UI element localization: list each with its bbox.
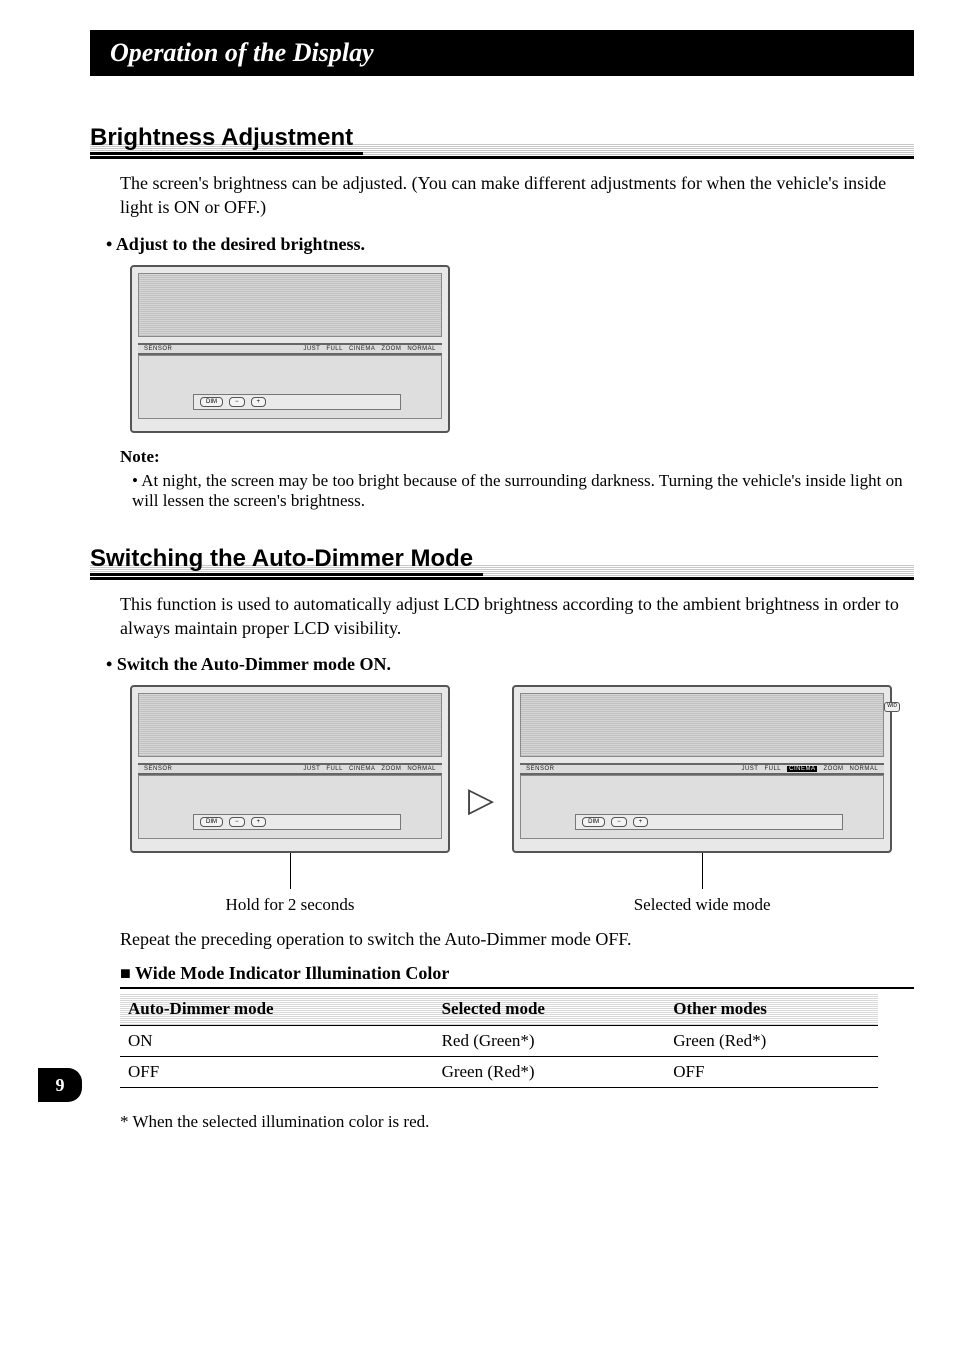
device-lower: DIM − +: [138, 355, 442, 419]
minus-button[interactable]: −: [229, 817, 245, 827]
pointer-line: [702, 853, 703, 889]
footnote: * When the selected illumination color i…: [120, 1112, 914, 1132]
fig1-caption: Hold for 2 seconds: [226, 895, 355, 915]
device-screen: [138, 273, 442, 337]
section-autodimmer-heading-wrap: Switching the Auto-Dimmer Mode: [90, 525, 914, 580]
device-panel-fig-c: SENSOR JUST FULL CINEMA ZOOM NORMAL WID …: [512, 685, 892, 853]
mode-full: FULL: [764, 766, 781, 772]
mode-cinema: CINEMA: [349, 346, 375, 352]
section1-intro: The screen's brightness can be adjusted.…: [120, 171, 914, 220]
sensor-label: SENSOR: [144, 346, 172, 352]
device-screen: [520, 693, 884, 757]
mode-normal: NORMAL: [849, 766, 878, 772]
minus-button[interactable]: −: [229, 397, 245, 407]
sensor-label: SENSOR: [526, 766, 554, 772]
mode-labels: JUST FULL CINEMA ZOOM NORMAL: [303, 346, 436, 352]
cell: ON: [120, 1026, 434, 1057]
control-strip: DIM − +: [193, 814, 401, 830]
section1-bullet: Adjust to the desired brightness.: [106, 234, 914, 255]
fig2-caption: Selected wide mode: [634, 895, 771, 915]
mode-cinema-selected: CINEMA: [787, 766, 817, 772]
table-row: OFF Green (Red*) OFF: [120, 1057, 878, 1088]
col-other: Other modes: [665, 993, 878, 1026]
mode-normal: NORMAL: [407, 346, 436, 352]
minus-button[interactable]: −: [611, 817, 627, 827]
dim-button[interactable]: DIM: [200, 817, 223, 827]
cell: Green (Red*): [665, 1026, 878, 1057]
cell: OFF: [665, 1057, 878, 1088]
device-panel-fig-b: SENSOR JUST FULL CINEMA ZOOM NORMAL DIM …: [130, 685, 450, 853]
device-lower: DIM − +: [138, 775, 442, 839]
section-brightness-heading: Brightness Adjustment: [90, 124, 363, 155]
device-mid-strip: SENSOR JUST FULL CINEMA ZOOM NORMAL: [520, 763, 884, 775]
cell: Red (Green*): [434, 1026, 666, 1057]
section-autodimmer-heading: Switching the Auto-Dimmer Mode: [90, 545, 483, 576]
mode-full: FULL: [326, 346, 343, 352]
figure-autodimmer-right: SENSOR JUST FULL CINEMA ZOOM NORMAL WID …: [512, 685, 892, 915]
cell: OFF: [120, 1057, 434, 1088]
plus-button[interactable]: +: [633, 817, 649, 827]
device-lower: DIM − +: [520, 775, 884, 839]
mode-labels: JUST FULL CINEMA ZOOM NORMAL: [741, 766, 878, 772]
page-title: Operation of the Display: [90, 30, 914, 76]
mode-cinema: CINEMA: [349, 766, 375, 772]
device-panel-fig-a: SENSOR JUST FULL CINEMA ZOOM NORMAL DIM …: [130, 265, 450, 433]
mode-zoom: ZOOM: [381, 766, 401, 772]
sensor-label: SENSOR: [144, 766, 172, 772]
repeat-text: Repeat the preceding operation to switch…: [120, 927, 914, 951]
dim-button[interactable]: DIM: [200, 397, 223, 407]
device-screen: [138, 693, 442, 757]
control-strip: DIM − +: [193, 394, 401, 410]
note-block: Note: At night, the screen may be too br…: [120, 447, 914, 511]
device-mid-strip: SENSOR JUST FULL CINEMA ZOOM NORMAL: [138, 343, 442, 355]
mode-just: JUST: [303, 766, 320, 772]
control-strip: DIM − +: [575, 814, 843, 830]
table-header-row: Auto-Dimmer mode Selected mode Other mod…: [120, 993, 878, 1026]
pointer-line: [290, 853, 291, 889]
cell: Green (Red*): [434, 1057, 666, 1088]
dim-button[interactable]: DIM: [582, 817, 605, 827]
section2-bullet: Switch the Auto-Dimmer mode ON.: [106, 654, 914, 675]
arrow-icon: ▷: [468, 780, 494, 820]
section-brightness-heading-wrap: Brightness Adjustment: [90, 104, 914, 159]
wide-mode-table: Auto-Dimmer mode Selected mode Other mod…: [120, 993, 878, 1088]
col-selected: Selected mode: [434, 993, 666, 1026]
mode-normal: NORMAL: [407, 766, 436, 772]
device-mid-strip: SENSOR JUST FULL CINEMA ZOOM NORMAL: [138, 763, 442, 775]
table-row: ON Red (Green*) Green (Red*): [120, 1026, 878, 1057]
section2-intro: This function is used to automatically a…: [120, 592, 914, 641]
figure-autodimmer-left: SENSOR JUST FULL CINEMA ZOOM NORMAL DIM …: [130, 685, 450, 915]
figure-brightness: SENSOR JUST FULL CINEMA ZOOM NORMAL DIM …: [130, 265, 914, 433]
figure-autodimmer-row: SENSOR JUST FULL CINEMA ZOOM NORMAL DIM …: [130, 685, 914, 915]
mode-zoom: ZOOM: [381, 346, 401, 352]
plus-button[interactable]: +: [251, 817, 267, 827]
col-autodimmer: Auto-Dimmer mode: [120, 993, 434, 1026]
note-text: At night, the screen may be too bright b…: [132, 471, 914, 511]
mode-labels: JUST FULL CINEMA ZOOM NORMAL: [303, 766, 436, 772]
mode-full: FULL: [326, 766, 343, 772]
mode-zoom: ZOOM: [823, 766, 843, 772]
table-title: Wide Mode Indicator Illumination Color: [120, 963, 914, 989]
mode-just: JUST: [741, 766, 758, 772]
note-label: Note:: [120, 447, 914, 467]
page-number: 9: [38, 1068, 82, 1102]
plus-button[interactable]: +: [251, 397, 267, 407]
wide-button[interactable]: WID: [884, 702, 900, 712]
mode-just: JUST: [303, 346, 320, 352]
